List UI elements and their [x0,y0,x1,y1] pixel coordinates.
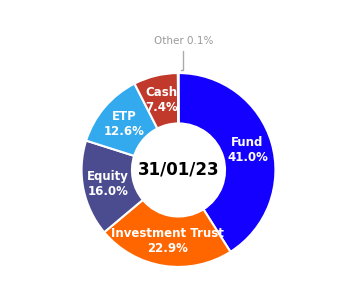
Text: 31/01/23: 31/01/23 [138,161,219,179]
Wedge shape [135,73,178,129]
Text: Cash
7.4%: Cash 7.4% [145,86,178,114]
Wedge shape [178,73,276,252]
Text: Investment Trust
22.9%: Investment Trust 22.9% [111,227,224,255]
Text: Fund
41.0%: Fund 41.0% [227,136,268,164]
Text: Equity
16.0%: Equity 16.0% [87,170,129,198]
Text: Other 0.1%: Other 0.1% [154,36,213,70]
Text: ETP
12.6%: ETP 12.6% [104,110,144,138]
Wedge shape [104,200,231,267]
Wedge shape [86,84,157,156]
Wedge shape [81,141,143,232]
